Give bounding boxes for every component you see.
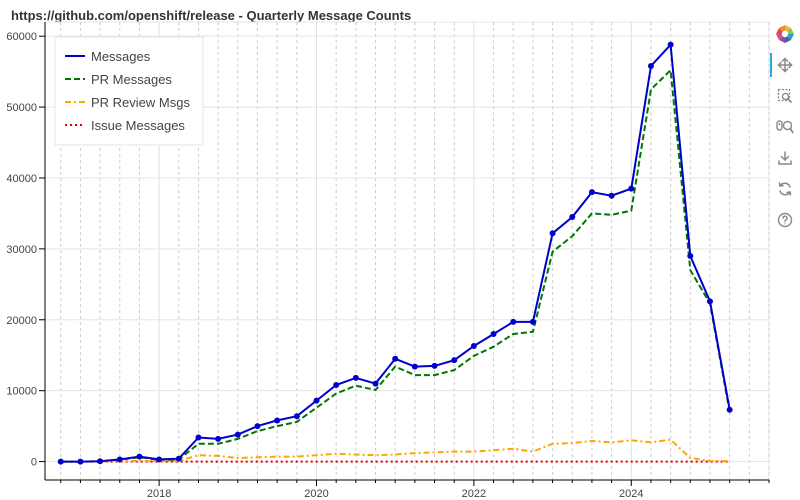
wheel-zoom-icon[interactable] — [770, 115, 800, 139]
data-point[interactable] — [195, 434, 202, 441]
data-point[interactable] — [706, 298, 713, 305]
data-point[interactable] — [352, 374, 359, 381]
data-point[interactable] — [510, 318, 517, 325]
data-point[interactable] — [687, 252, 694, 259]
data-point[interactable] — [293, 413, 300, 420]
bokeh-logo-icon[interactable] — [770, 22, 800, 46]
data-point[interactable] — [588, 189, 595, 196]
x-tick-label: 2022 — [462, 488, 486, 500]
chart-title: https://github.com/openshift/release - Q… — [11, 8, 412, 23]
help-icon[interactable] — [770, 208, 800, 232]
legend-label: PR Review Msgs — [91, 95, 190, 110]
data-point[interactable] — [628, 185, 635, 192]
data-point[interactable] — [234, 431, 241, 438]
data-point[interactable] — [77, 458, 84, 465]
x-tick-label: 2020 — [304, 488, 328, 500]
y-axis-ticks: 0 10000 20000 30000 40000 50000 60000 — [6, 31, 45, 469]
series-line-pr-review-msgs — [60, 438, 730, 463]
x-tick-label: 2018 — [147, 488, 171, 500]
data-point[interactable] — [608, 192, 615, 199]
data-point[interactable] — [569, 213, 576, 220]
data-point[interactable] — [470, 343, 477, 350]
y-tick-label: 30000 — [6, 244, 37, 256]
data-point[interactable] — [175, 455, 182, 462]
legend-box — [54, 36, 204, 146]
box-zoom-icon[interactable] — [770, 84, 800, 108]
data-point[interactable] — [215, 435, 222, 442]
legend-label: Issue Messages — [91, 118, 185, 133]
data-point[interactable] — [647, 62, 654, 69]
data-point[interactable] — [136, 453, 143, 460]
reset-icon[interactable] — [770, 177, 800, 201]
data-point[interactable] — [57, 458, 64, 465]
y-tick-label: 40000 — [6, 173, 37, 185]
x-axis-ticks: 2018 2020 2022 2024 — [60, 480, 770, 500]
chart-plot[interactable]: 2018 2020 2022 2024 0 10000 20000 30000 40000 50… — [0, 0, 770, 500]
y-tick-label: 0 — [31, 457, 37, 469]
data-point[interactable] — [274, 417, 281, 424]
data-point[interactable] — [667, 41, 674, 48]
data-point[interactable] — [431, 362, 438, 369]
y-tick-label: 50000 — [6, 102, 37, 114]
y-tick-label: 20000 — [6, 315, 37, 327]
legend-label: Messages — [91, 49, 151, 64]
series-layer — [57, 41, 733, 465]
data-point[interactable] — [411, 363, 418, 370]
data-point[interactable] — [726, 406, 733, 413]
data-point[interactable] — [549, 230, 556, 237]
y-tick-label: 60000 — [6, 31, 37, 43]
data-point[interactable] — [156, 456, 163, 463]
x-tick-label: 2024 — [619, 488, 643, 500]
data-point[interactable] — [97, 458, 104, 465]
legend-label: PR Messages — [91, 72, 172, 87]
data-point[interactable] — [254, 423, 261, 430]
data-point[interactable] — [116, 456, 123, 463]
pan-icon[interactable] — [770, 53, 800, 77]
data-point[interactable] — [490, 330, 497, 337]
data-point[interactable] — [313, 397, 320, 404]
data-point[interactable] — [451, 357, 458, 364]
data-point[interactable] — [392, 355, 399, 362]
legend: Messages PR Messages PR Review Msgs Issue M… — [54, 36, 204, 146]
data-point[interactable] — [529, 318, 536, 325]
data-point[interactable] — [372, 380, 379, 387]
save-icon[interactable] — [770, 146, 800, 170]
y-tick-label: 10000 — [6, 386, 37, 398]
data-point[interactable] — [333, 381, 340, 388]
